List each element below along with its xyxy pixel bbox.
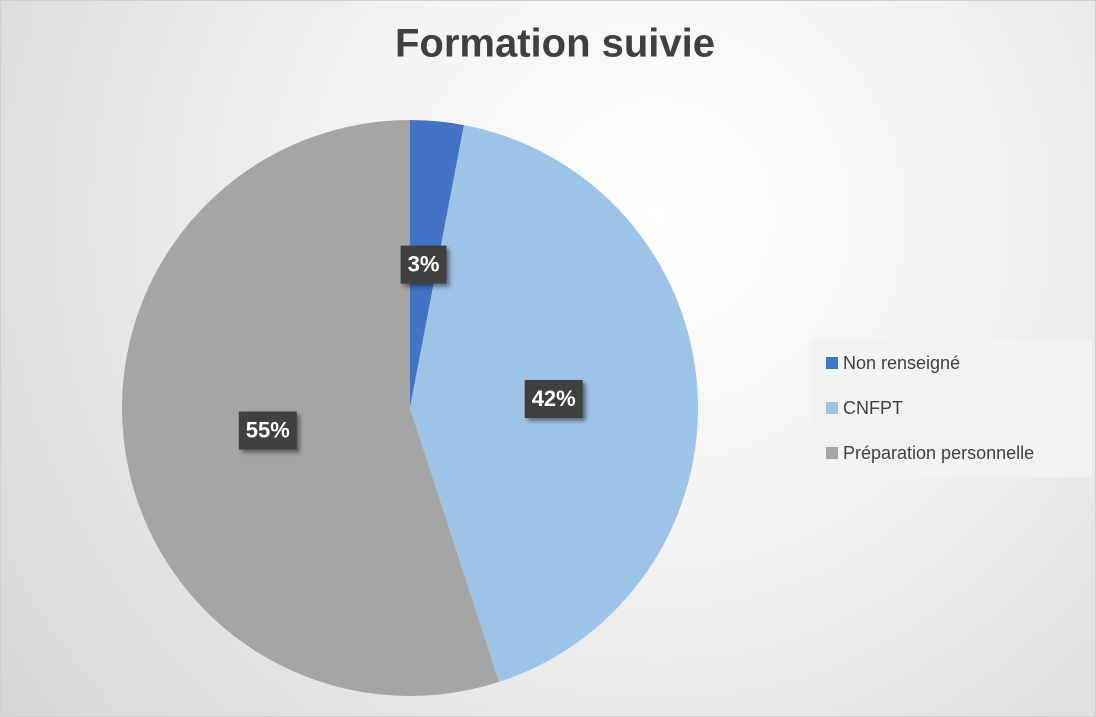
data-label-group: 55%: [238, 411, 297, 450]
data-label-group: 3%: [400, 245, 447, 284]
legend-swatch: [826, 357, 838, 369]
legend-swatch: [826, 402, 838, 414]
data-label-box: [524, 379, 583, 418]
legend-label: CNFPT: [843, 398, 903, 418]
data-label-box: [400, 245, 447, 284]
legend-swatch: [826, 447, 838, 459]
data-label-box: [238, 411, 297, 450]
data-label: 55%: [246, 417, 290, 442]
legend-box: [812, 340, 1092, 477]
data-label-group: 42%: [524, 379, 583, 418]
chart-title: Formation suivie: [395, 22, 715, 66]
legend-label: Préparation personnelle: [843, 443, 1034, 463]
legend-label: Non renseigné: [843, 353, 960, 373]
data-label: 3%: [408, 251, 440, 276]
data-label: 42%: [532, 386, 576, 411]
